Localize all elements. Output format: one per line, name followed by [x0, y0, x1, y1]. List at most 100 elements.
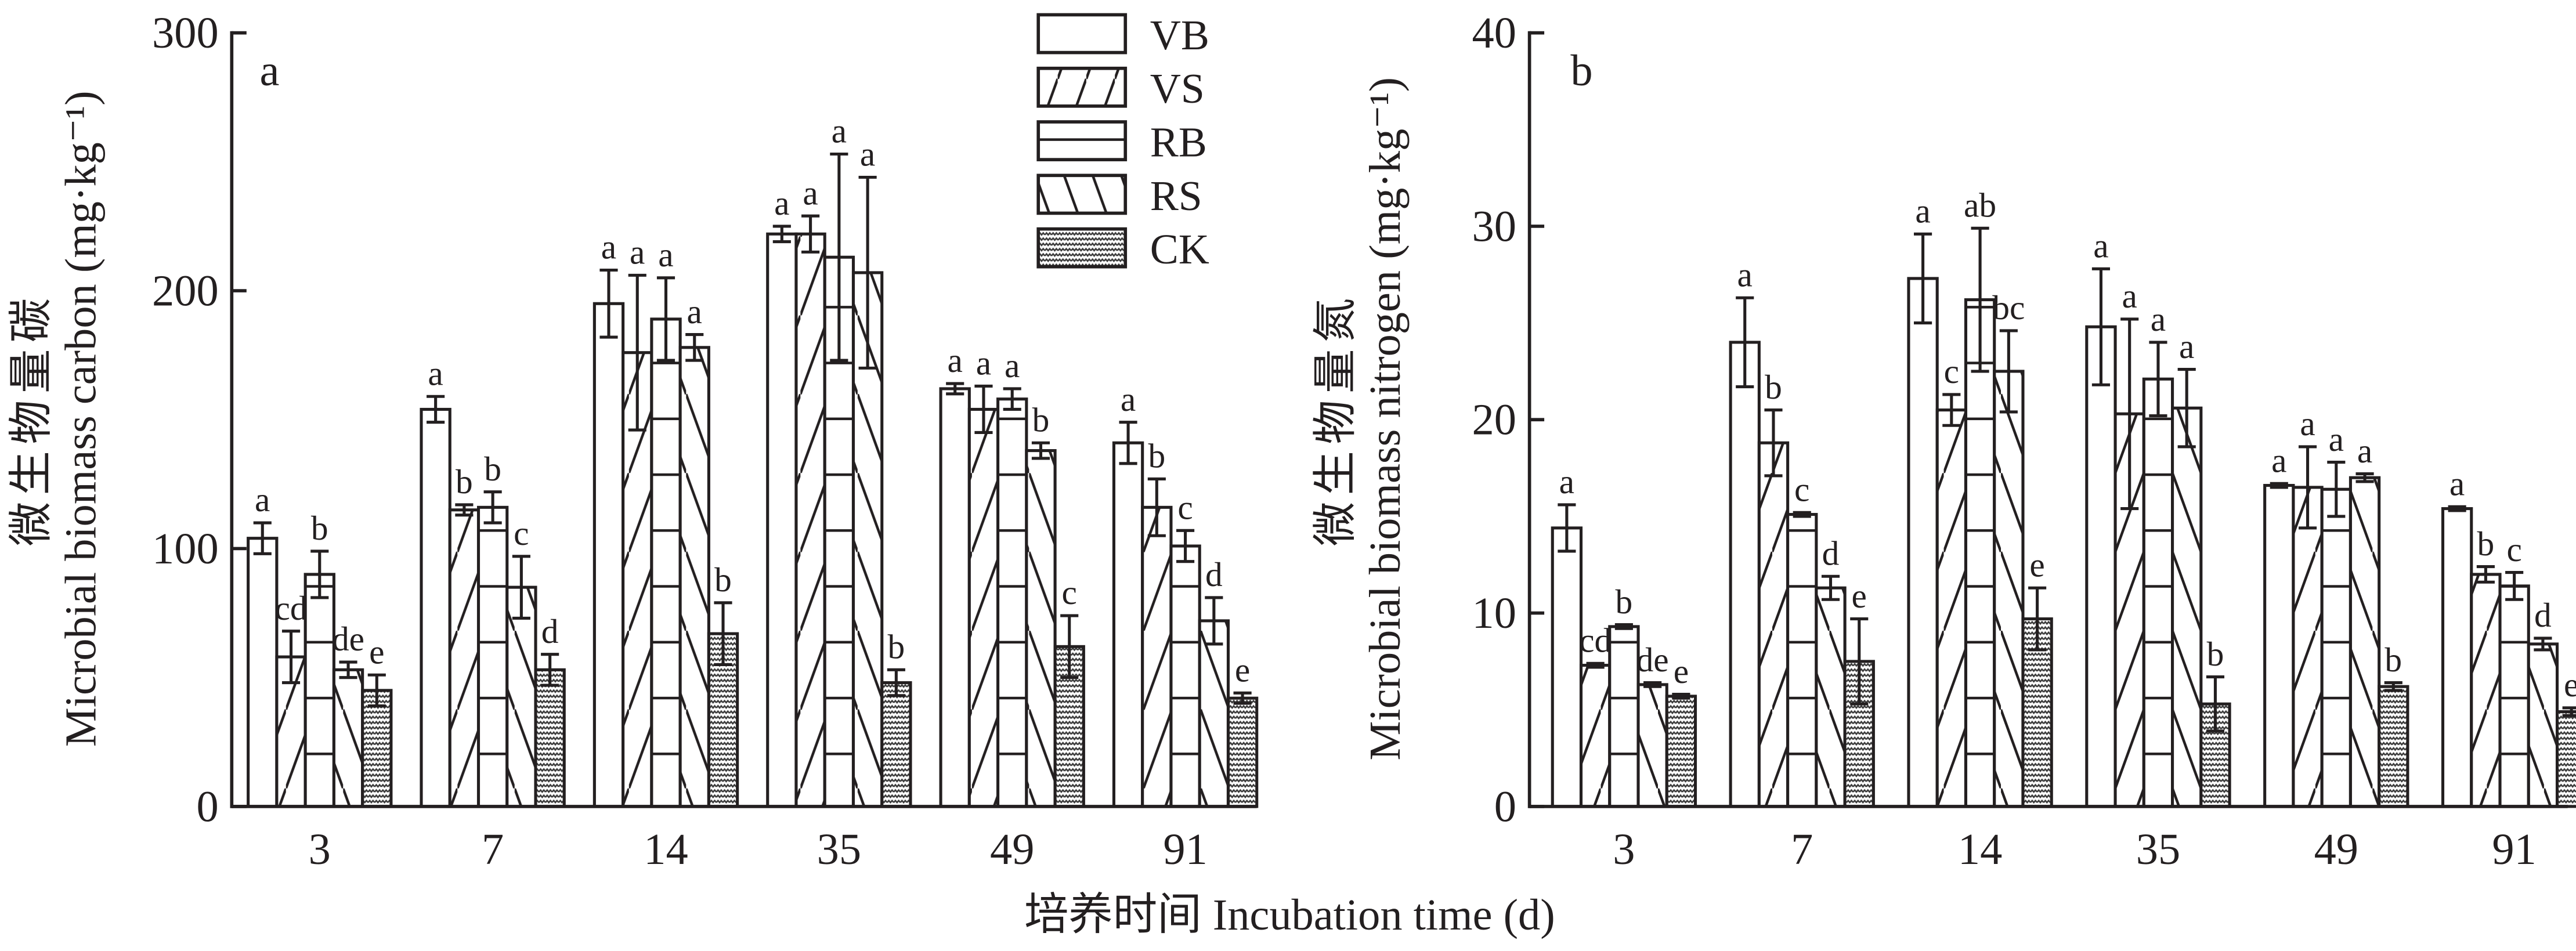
- bar-vb-49: [2263, 484, 2295, 808]
- significance-letter: a: [2093, 226, 2108, 265]
- legend-swatch-vs: [1036, 66, 1128, 108]
- bar-rs-49: [1025, 449, 1057, 808]
- significance-letter: a: [1915, 191, 1930, 230]
- significance-letter: a: [2179, 327, 2194, 366]
- bar-vs-91: [1141, 505, 1173, 808]
- bar-rs-7: [1815, 586, 1847, 808]
- bar-vs-35: [794, 232, 826, 808]
- panel-label: b: [1570, 46, 1592, 95]
- significance-letter: cd: [274, 589, 307, 627]
- significance-letter: a: [658, 236, 673, 274]
- significance-letter: b: [311, 509, 328, 547]
- bar-ck-7: [534, 668, 566, 808]
- bar-rs-3: [332, 668, 364, 808]
- significance-letter: ab: [1964, 186, 1996, 224]
- significance-letter: b: [484, 450, 501, 488]
- x-tick-label: 91: [1163, 825, 1207, 874]
- significance-letter: e: [1674, 652, 1689, 690]
- significance-letter: a: [1121, 380, 1136, 418]
- significance-letter: b: [1032, 400, 1050, 439]
- significance-letter: a: [1737, 255, 1753, 294]
- significance-letter: a: [2122, 277, 2137, 315]
- x-tick-label: 7: [482, 825, 504, 874]
- y-axis-label-cn-b: 微生物量氮: [1311, 291, 1360, 546]
- bar-vb-3: [1551, 526, 1583, 808]
- y-tick-label: 300: [152, 8, 219, 57]
- bar-ck-3: [1665, 695, 1697, 808]
- y-axis-label-cn-a: 微生物量碳: [6, 291, 56, 546]
- y-tick-label: 30: [1472, 201, 1516, 251]
- bar-rs-35: [2171, 406, 2203, 808]
- x-axis-label: 培养时间 Incubation time (d): [1024, 890, 1555, 939]
- bar-rb-3: [304, 573, 335, 808]
- legend-swatch-rb: [1036, 120, 1128, 161]
- bar-rs-14: [678, 346, 710, 808]
- significance-letter: a: [687, 292, 702, 331]
- significance-letter: a: [774, 184, 789, 222]
- bar-vb-35: [2085, 325, 2117, 808]
- significance-letter: d: [1822, 534, 1840, 572]
- bar-rs-7: [505, 585, 537, 808]
- significance-letter: b: [1616, 583, 1633, 621]
- legend-swatch-ck: [1036, 227, 1128, 269]
- significance-letter: de: [1636, 641, 1669, 679]
- legend-label-rs: RS: [1150, 172, 1202, 219]
- bar-ck-35: [880, 681, 912, 808]
- y-tick-label: 10: [1472, 588, 1516, 638]
- significance-letter: d: [541, 612, 559, 650]
- legend-swatch-rs: [1036, 173, 1128, 215]
- bar-rb-49: [2320, 487, 2352, 808]
- y-tick-label: 20: [1472, 395, 1516, 444]
- bar-vs-49: [2292, 486, 2324, 808]
- bar-vb-91: [2441, 507, 2473, 808]
- significance-letter: c: [514, 514, 529, 552]
- significance-letter: a: [630, 233, 645, 272]
- bar-rs-91: [2527, 642, 2559, 808]
- legend-label-rb: RB: [1150, 118, 1207, 165]
- bar-rb-7: [1786, 513, 1818, 808]
- bar-vb-14: [592, 302, 625, 808]
- significance-letter: a: [428, 354, 443, 392]
- y-tick-label: 0: [1494, 782, 1516, 831]
- bar-rs-14: [1993, 370, 2025, 808]
- bar-ck-49: [2378, 685, 2409, 808]
- significance-letter: a: [601, 228, 616, 266]
- y-tick-label: 200: [152, 266, 219, 316]
- y-tick-label: 40: [1472, 8, 1516, 57]
- x-tick-label: 35: [2136, 825, 2180, 874]
- significance-letter: b: [2477, 525, 2495, 563]
- bar-rb-14: [650, 317, 682, 808]
- bar-vb-7: [1729, 341, 1761, 808]
- bar-rb-49: [996, 397, 1028, 808]
- significance-letter: a: [2449, 464, 2465, 502]
- bar-rs-49: [2349, 476, 2381, 808]
- bar-ck-91: [1226, 696, 1259, 808]
- significance-letter: c: [1062, 573, 1077, 612]
- significance-letter: e: [2564, 666, 2576, 704]
- x-tick-label: 3: [309, 825, 331, 874]
- significance-letter: a: [2357, 432, 2372, 470]
- x-tick-label: 49: [990, 825, 1034, 874]
- bar-rb-14: [1964, 298, 1996, 808]
- significance-letter: a: [976, 344, 991, 382]
- significance-letter: b: [1148, 437, 1165, 475]
- bar-vs-14: [1935, 408, 1968, 808]
- significance-letter: d: [2534, 596, 2552, 634]
- bar-vb-91: [1112, 441, 1144, 808]
- bar-vb-14: [1907, 277, 1939, 808]
- bar-ck-91: [2555, 710, 2576, 808]
- significance-letter: cd: [1579, 621, 1612, 659]
- bar-vb-7: [420, 407, 451, 808]
- significance-letter: c: [2506, 530, 2521, 569]
- significance-letter: e: [1235, 651, 1250, 689]
- significance-letter: a: [2300, 404, 2315, 443]
- significance-letter: a: [255, 480, 270, 519]
- significance-letter: b: [714, 561, 732, 599]
- significance-letter: bc: [1992, 288, 2025, 327]
- y-axis-label-a: Microbial biomass carbon (mg·kg⁻¹): [56, 91, 105, 747]
- significance-letter: a: [860, 135, 875, 173]
- significance-letter: a: [803, 173, 818, 212]
